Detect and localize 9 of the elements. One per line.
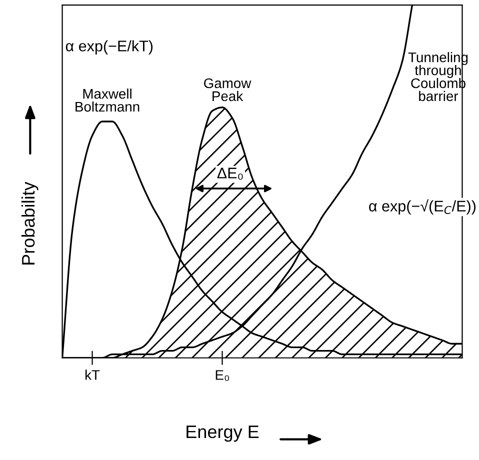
x-tick-label: E₀: [216, 370, 230, 382]
annotation: ΔE₀: [217, 168, 243, 180]
annotation: α exp(−E/kT): [66, 40, 153, 54]
series-label: Gamow Peak: [204, 78, 252, 102]
x-tick-label: kT: [85, 370, 100, 380]
annotation: α exp(−√(E$_{C}$/E)): [369, 199, 476, 215]
series-label: Maxwell Boltzmann: [76, 88, 140, 112]
y-axis-title: Probability: [21, 182, 38, 264]
x-axis-title: Energy E: [186, 426, 259, 442]
